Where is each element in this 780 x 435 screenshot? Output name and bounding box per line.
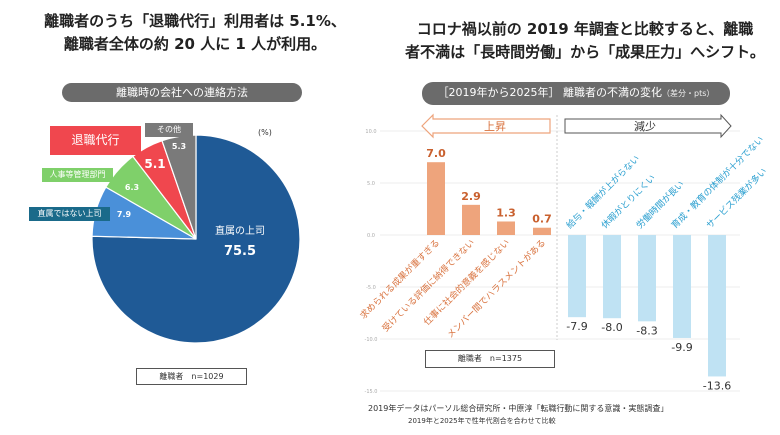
left-headline-line1: 離職者のうち「退職代行」利用者は 5.1%、: [44, 12, 346, 30]
value-chokuzoku-dewanai: 7.9: [116, 210, 132, 219]
bar-6: [638, 235, 656, 322]
pie-sample-size: 離職者 n=1029: [136, 368, 247, 385]
bar-3: [533, 227, 551, 235]
bar-value-label: -13.6: [703, 379, 731, 392]
bar-value-label: 1.3: [496, 206, 516, 219]
pie-title-pill: 離職時の会社への連絡方法: [62, 83, 302, 102]
footnote-1: 2019年データはパーソル総合研究所・中原淳「転職行動に関する意識・実態調査」: [368, 404, 669, 413]
label-taishoku-daiko: 退職代行: [50, 126, 141, 155]
y-tick-label: 10.0: [365, 129, 376, 135]
bar-value-label: 7.0: [426, 147, 446, 160]
label-jinji: 人事等管理部門: [42, 168, 113, 182]
value-sonota: 5.3: [171, 142, 187, 151]
right-headline-line1: コロナ禍以前の 2019 年調査と比較すると、離職: [416, 20, 754, 38]
value-taishoku-daiko: 5.1: [144, 157, 166, 171]
bar-5: [603, 235, 621, 319]
category-label: 給与・報酬が上がらない: [564, 153, 642, 231]
bar-value-label: -7.9: [566, 320, 587, 333]
value-chokuzoku: 75.5: [223, 244, 257, 259]
bar-8: [708, 235, 726, 377]
arrow-up-label: 上昇: [484, 120, 506, 133]
pie-unit: (%): [258, 128, 272, 137]
bar-title-text: ［2019年から2025年］ 離職者の不満の変化: [437, 86, 663, 99]
bar-title-pill: ［2019年から2025年］ 離職者の不満の変化（差分・pts）: [422, 82, 730, 105]
bar-1: [462, 204, 480, 235]
category-label: サービス残業が多い: [704, 165, 770, 231]
footnote-2: 2019年と2025年で性年代割合を合わせて比較: [408, 417, 556, 425]
left-headline-line2: 離職者全体の約 20 人に 1 人が利用。: [63, 35, 327, 53]
right-headline: コロナ禍以前の 2019 年調査と比較すると、離職 者不満は「長時間労働」から「…: [390, 18, 780, 64]
bar-2: [497, 221, 515, 235]
bar-title-unit: （差分・pts）: [662, 89, 715, 98]
y-tick-label: -15.0: [365, 389, 378, 395]
right-headline-line2: 者不満は「長時間労働」から「成果圧力」へシフト。: [405, 43, 765, 61]
label-chokuzoku-dewanai: 直属ではない上司: [29, 207, 110, 221]
label-sonota: その他: [145, 123, 193, 137]
y-tick-label: -5.0: [366, 285, 376, 291]
bar-4: [568, 235, 586, 318]
bar-value-label: -8.0: [601, 321, 622, 334]
bar-value-label: -9.9: [671, 341, 692, 354]
arrow-down-shape: [564, 113, 732, 139]
arrow-down-label: 減少: [634, 120, 656, 133]
bar-7: [673, 235, 691, 338]
y-tick-label: -10.0: [365, 337, 378, 343]
bar-value-label: 0.7: [532, 213, 552, 226]
bar-0: [427, 162, 445, 235]
bar-value-label: 2.9: [461, 190, 481, 203]
left-headline: 離職者のうち「退職代行」利用者は 5.1%、 離職者全体の約 20 人に 1 人…: [0, 10, 390, 56]
y-tick-label: 0.0: [367, 233, 375, 239]
y-tick-label: 5.0: [367, 181, 375, 187]
value-jinji: 6.3: [124, 183, 140, 192]
bar-sample-size: 離職者 n=1375: [425, 350, 555, 368]
bar-value-label: -8.3: [636, 324, 657, 337]
arrow-up-shape: [421, 113, 551, 139]
label-chokuzoku: 直属の上司: [215, 226, 265, 237]
